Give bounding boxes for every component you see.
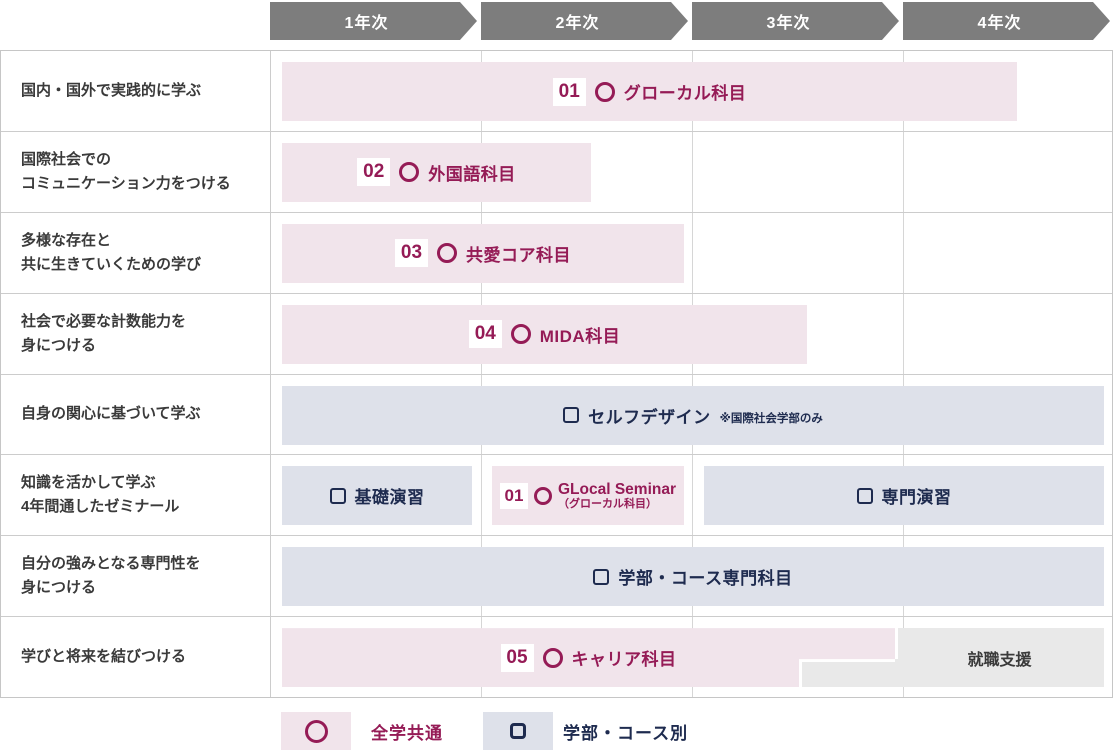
row-label: 自身の関心に基づいて学ぶ (1, 374, 271, 455)
bar-label: キャリア科目 (571, 650, 677, 670)
table-row: 自分の強みとなる専門性を 身につける 学部・コース専門科目 (1, 536, 1112, 618)
square-icon (510, 723, 526, 739)
circle-icon (437, 243, 457, 264)
number-badge: 05 (500, 643, 534, 672)
row-label: 社会で必要な計数能力を 身につける (1, 293, 271, 374)
row-label: 国内・国外で実践的に学ぶ (1, 51, 271, 131)
legend-swatch-common (281, 712, 351, 750)
table-row: 知識を活かして学ぶ 4年間通したゼミナール 基礎演習 01 GLocal Semi… (1, 455, 1112, 537)
bar-label: 学部・コース専門科目 (618, 569, 793, 589)
row-label: 知識を活かして学ぶ 4年間通したゼミナール (1, 455, 271, 536)
year-label: 2年次 (555, 15, 600, 32)
bar-label: MIDA科目 (539, 326, 621, 346)
bar-senmon-seminar: 専門演習 (704, 466, 1104, 526)
bar-label: グローカル科目 (623, 84, 747, 103)
year-header-4: 4年次 (903, 2, 1110, 40)
bar-label: 基礎演習 (354, 488, 425, 508)
square-icon (329, 487, 346, 504)
legend-label-common: 全学共通 (371, 723, 443, 743)
number-badge: 01 (499, 482, 528, 509)
bar-area: 02 外国語科目 (271, 132, 1112, 212)
table-row: 国際社会での コミュニケーション力をつける 02 外国語科目 (1, 131, 1112, 213)
bar-area: 基礎演習 01 GLocal Seminar （グローカル科目） 専門演習 (271, 455, 1112, 535)
bar-area: 学部・コース専門科目 (271, 536, 1112, 616)
legend-swatch-faculty (483, 712, 553, 750)
step-divider (895, 628, 898, 660)
year-header-1: 1年次 (270, 2, 477, 40)
bar-self-design: セルフデザイン ※国際社会学部のみ (282, 385, 1104, 445)
bar-basic-seminar: 基礎演習 (282, 466, 472, 526)
bar-area: 01 グローカル科目 (271, 51, 1112, 131)
legend-label-faculty: 学部・コース別 (563, 723, 689, 743)
number-badge: 04 (468, 320, 502, 349)
row-label: 学びと将来を結びつける (1, 617, 271, 697)
circle-icon (399, 162, 420, 183)
table-row: 自身の関心に基づいて学ぶ セルフデザイン ※国際社会学部のみ (1, 374, 1112, 456)
year-label: 1年次 (344, 15, 389, 32)
bar-label: GLocal Seminar (557, 480, 676, 498)
bar-mida: 04 MIDA科目 (282, 304, 807, 364)
table-row: 学びと将来を結びつける 就職支援 05 キャリア科目 (1, 617, 1112, 697)
bar-career: 05 キャリア科目 (282, 628, 895, 688)
bar-glocal-seminar: 01 GLocal Seminar （グローカル科目） (492, 466, 684, 526)
bar-label: 専門演習 (881, 488, 952, 508)
square-icon (856, 487, 873, 504)
bar-job-support: 就職支援 (895, 628, 1104, 688)
bar-label: 共愛コア科目 (466, 245, 571, 265)
circle-icon (594, 81, 615, 102)
bar-area: 就職支援 05 キャリア科目 (271, 617, 1112, 697)
bar-area: セルフデザイン ※国際社会学部のみ (271, 375, 1112, 455)
year-header-3: 3年次 (692, 2, 899, 40)
bar-label-group: GLocal Seminar （グローカル科目） (558, 481, 676, 511)
circle-icon (533, 486, 552, 505)
bar-foreign-language: 02 外国語科目 (282, 142, 591, 202)
circle-icon (510, 324, 531, 345)
table-row: 多様な存在と 共に生きていくための学び 03 共愛コア科目 (1, 212, 1112, 294)
square-icon (593, 568, 610, 585)
square-icon (563, 407, 580, 423)
bar-kyoai-core: 03 共愛コア科目 (282, 223, 684, 283)
bar-area: 04 MIDA科目 (271, 294, 1112, 374)
table-row: 社会で必要な計数能力を 身につける 04 MIDA科目 (1, 293, 1112, 375)
bar-area: 03 共愛コア科目 (271, 213, 1112, 293)
bar-label: 外国語科目 (428, 164, 516, 184)
circle-icon (304, 719, 328, 743)
row-label: 多様な存在と 共に生きていくための学び (1, 212, 271, 293)
row-label: 国際社会での コミュニケーション力をつける (1, 131, 271, 212)
row-label: 自分の強みとなる専門性を 身につける (1, 536, 271, 617)
year-header-2: 2年次 (481, 2, 688, 40)
number-badge: 02 (357, 158, 391, 187)
bar-faculty-course: 学部・コース専門科目 (282, 547, 1104, 607)
bar-label: セルフデザイン (588, 407, 711, 427)
bar-note: ※国際社会学部のみ (719, 412, 823, 425)
bar-sublabel: （グローカル科目） (557, 498, 657, 511)
curriculum-table: 国内・国外で実践的に学ぶ 01 グローカル科目 国際社会での コミュニケーション力… (0, 50, 1113, 698)
table-row: 国内・国外で実践的に学ぶ 01 グローカル科目 (1, 51, 1112, 132)
bar-label: 就職支援 (967, 651, 1032, 669)
legend: 全学共通 学部・コース別 (0, 712, 1115, 750)
bar-glocal-subjects: 01 グローカル科目 (282, 62, 1017, 121)
number-badge: 03 (395, 239, 428, 268)
circle-icon (542, 647, 563, 668)
year-label: 3年次 (766, 15, 811, 32)
number-badge: 01 (552, 77, 586, 106)
year-label: 4年次 (977, 15, 1022, 32)
